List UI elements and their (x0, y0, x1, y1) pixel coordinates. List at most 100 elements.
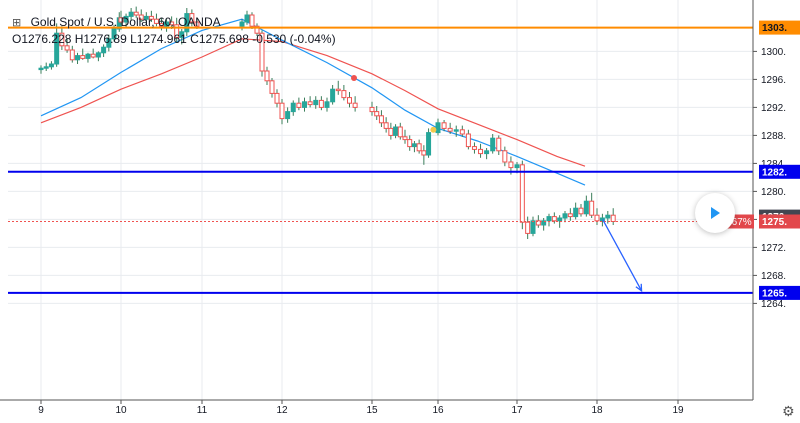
x-tick-label: 16 (432, 405, 444, 416)
candle-body (143, 15, 149, 20)
current-price-label: 1275. (762, 217, 787, 228)
candle-body (352, 102, 358, 108)
y-tick-label: 1284. (761, 159, 786, 170)
candle-body (54, 32, 60, 65)
candle-body (69, 49, 75, 61)
candle-body (573, 207, 579, 218)
candle-body (447, 127, 453, 132)
candle-body (546, 216, 552, 222)
candle-body (318, 99, 324, 108)
candle-body (383, 122, 389, 129)
candle-body (530, 220, 536, 234)
x-tick-label: 12 (276, 405, 288, 416)
candle-body (435, 122, 441, 134)
candle-body (421, 150, 427, 156)
candle-body (441, 122, 447, 129)
candle-body (118, 17, 124, 23)
candle-body (514, 164, 520, 169)
level-price-label-box (759, 285, 800, 300)
candle-body (541, 220, 547, 226)
candle-body (397, 126, 403, 138)
candle-body (471, 146, 477, 150)
candle-body (490, 137, 496, 152)
candle-body (378, 115, 384, 124)
candle-body (341, 90, 347, 99)
y-tick-label: 1296. (761, 75, 786, 86)
candle-body (189, 13, 195, 23)
candle-body (290, 102, 296, 113)
x-tick-label: 19 (672, 405, 684, 416)
candle-body (610, 214, 616, 222)
candle-body (411, 143, 417, 148)
forecast-arrow-head (635, 283, 643, 293)
candle-body (307, 101, 313, 106)
level-price-label: 1265. (762, 288, 787, 299)
signal-marker (430, 126, 437, 133)
candle-body (90, 53, 96, 58)
candle-body (407, 139, 413, 148)
candle-body (519, 164, 525, 223)
level-price-label: 1303. (762, 23, 787, 34)
candle-body (502, 150, 508, 163)
candle-body (279, 102, 285, 120)
candle-body (48, 63, 54, 68)
current-price-label-box (759, 214, 800, 229)
candle-body (138, 14, 144, 20)
replay-button[interactable] (695, 193, 735, 233)
candle-body (269, 80, 275, 94)
candle-body (562, 213, 568, 219)
candle-body (599, 217, 605, 222)
candle-body (330, 88, 336, 103)
candle-body (264, 70, 270, 82)
y-tick-label: 1292. (761, 103, 786, 114)
candle-body (374, 111, 380, 117)
x-tick-label: 18 (591, 405, 603, 416)
candle-body (75, 55, 81, 61)
candle-body (244, 14, 250, 23)
candle-body (465, 133, 471, 148)
x-tick-label: 17 (511, 405, 523, 416)
x-tick-label: 11 (197, 405, 208, 416)
y-tick-label: 1280. (761, 187, 786, 198)
forecast-arrow-line[interactable] (602, 219, 643, 292)
level-price-label: 1282. (762, 167, 787, 178)
candle-body (254, 25, 260, 34)
candle-body (95, 52, 101, 58)
candle-body (239, 21, 245, 27)
candle-body (393, 126, 399, 136)
candle-body (184, 13, 190, 33)
candle-body (164, 21, 170, 27)
y-tick-label: 1300. (761, 47, 786, 58)
candle-body (583, 200, 589, 215)
y-tick-label: 1264. (761, 299, 786, 310)
candle-body (416, 143, 422, 152)
y-tick-label: 1288. (761, 131, 786, 142)
candle-body (153, 18, 159, 24)
candle-body (194, 21, 200, 27)
candle-body (388, 127, 394, 136)
candle-body (123, 15, 129, 23)
candle-body (38, 67, 44, 71)
candle-body (133, 11, 139, 16)
moving-average-red-line (40, 38, 586, 167)
candle-body (535, 220, 541, 226)
play-icon (711, 207, 720, 219)
change-badge-label: -1.67% (720, 217, 752, 228)
candle-body (589, 200, 595, 216)
candle-body (179, 31, 185, 38)
candle-body (402, 136, 408, 141)
x-tick-label: 15 (366, 405, 378, 416)
candle-body (459, 129, 465, 135)
candle-body (594, 214, 600, 222)
candle-body (567, 213, 573, 218)
candle-body (285, 111, 291, 120)
candle-body (496, 137, 502, 152)
gear-icon[interactable]: ⚙ (782, 403, 795, 419)
candle-body (578, 207, 584, 215)
candle-body (148, 15, 154, 20)
candle-body (525, 221, 531, 234)
candle-body (169, 21, 175, 26)
candle-body (347, 97, 352, 104)
candle-body (106, 38, 112, 48)
